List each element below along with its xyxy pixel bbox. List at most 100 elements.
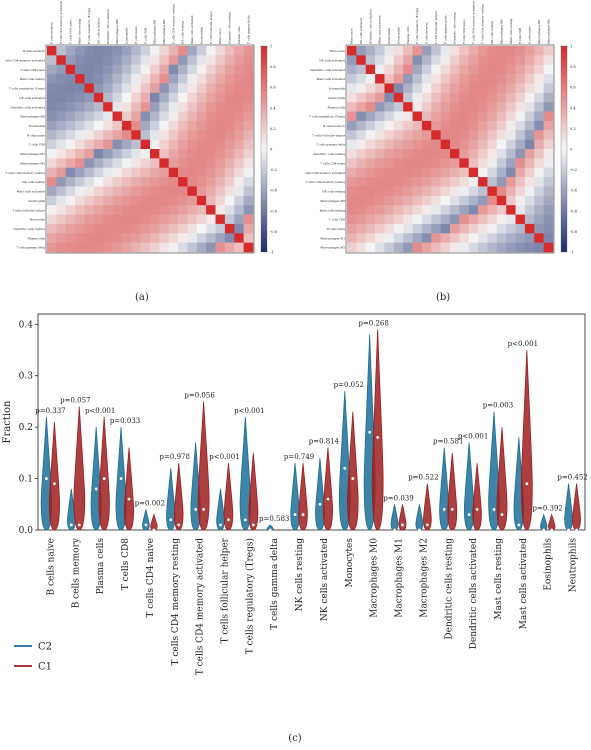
c1-cell <box>234 46 244 56</box>
c1-col-label: Dendritic cells activated <box>106 9 110 44</box>
c2-cell <box>450 195 460 206</box>
c1-cell <box>178 223 188 234</box>
c2-cell <box>384 111 395 122</box>
c2-cell <box>375 74 385 84</box>
c2-cell <box>496 186 507 197</box>
c2-cell <box>431 214 441 225</box>
c2-cell <box>515 74 526 84</box>
c1-cell <box>84 223 95 234</box>
violin-c1-median <box>550 528 554 532</box>
c1-cell <box>93 139 104 150</box>
c1-cell <box>224 223 235 234</box>
c1-cell <box>65 64 76 75</box>
c1-frame <box>45 44 255 254</box>
c1-cell <box>187 233 198 243</box>
c1-cell <box>168 55 179 66</box>
c2-cell <box>487 233 498 243</box>
c1-cell <box>56 177 67 187</box>
x-tick-label: NK cells activated <box>320 538 330 621</box>
c2-cell <box>496 139 507 150</box>
c1-cell <box>56 233 67 243</box>
c2-cell <box>440 223 451 234</box>
c1-cell <box>206 130 216 140</box>
violin-c1 <box>572 483 581 531</box>
violin-c1 <box>398 504 407 531</box>
c2-cell <box>524 205 535 215</box>
violin-c2-median <box>368 430 372 434</box>
c1-cell <box>103 111 113 122</box>
c1-cell <box>215 158 226 169</box>
c2-col-label: T cells CD4 memory activated <box>471 1 475 44</box>
c1-col-label: Monocytes <box>218 28 222 44</box>
c1-cell <box>121 55 132 66</box>
c2-cell <box>365 120 376 131</box>
c1-cell <box>84 167 95 178</box>
x-tick-label: Plasma cells <box>96 538 106 595</box>
c2-cell <box>384 130 395 140</box>
c2-col-label: Mast cells activated <box>378 15 382 44</box>
c1-cell <box>65 223 76 234</box>
c2-cell <box>365 158 376 169</box>
c2-cell <box>393 139 404 150</box>
c2-cell <box>347 195 357 206</box>
c2-cell <box>534 102 544 112</box>
c1-cell <box>206 46 216 56</box>
c1-cell <box>243 111 254 122</box>
c1-cell <box>75 46 85 56</box>
c2-cell <box>450 46 460 56</box>
c2-cell <box>440 120 451 131</box>
c1-cell <box>84 233 95 243</box>
c1-cell <box>196 205 207 215</box>
c1-cell <box>234 139 244 150</box>
c2-col-label: Eosinophils <box>387 27 391 44</box>
c1-cell <box>178 111 188 122</box>
c2-colorbar-tick: -0.8 <box>570 230 578 234</box>
c1-cell <box>84 64 95 75</box>
c1-cell <box>196 233 207 243</box>
c1-col-label: T cells CD4 memory activated <box>59 1 63 44</box>
c1-cell <box>93 186 104 197</box>
c2-cell <box>478 55 488 66</box>
c1-cell <box>103 149 113 159</box>
c1-cell <box>103 83 113 94</box>
c2-cell <box>450 92 460 103</box>
c2-cell <box>506 74 516 84</box>
c2-cell <box>459 120 470 131</box>
heatmap-c1-svg: B cells memory B cells memory T cells CD4 … <box>2 1 277 285</box>
c2-cell <box>524 130 535 140</box>
c1-cell <box>47 214 57 225</box>
c2-cell <box>431 177 441 187</box>
violin-c1-median <box>376 436 380 439</box>
c2-row-label: Dendritic cells resting <box>313 152 345 156</box>
c2-cell <box>459 149 470 159</box>
c1-cell <box>140 223 151 234</box>
violin-c1-median <box>127 497 131 501</box>
c1-cell <box>47 102 57 112</box>
c1-cell <box>84 139 95 150</box>
violin-c2 <box>463 442 475 531</box>
c1-row-label: Macrophages M2 <box>20 161 45 165</box>
c2-cell <box>440 167 451 178</box>
c1-cell <box>178 83 188 94</box>
c2-cell <box>496 233 507 243</box>
violin-c2 <box>415 504 424 531</box>
c2-cell <box>403 214 413 225</box>
c2-cell <box>543 139 554 150</box>
c2-col-label: B cells naive <box>528 26 532 44</box>
c2-cell <box>543 111 554 122</box>
c2-col-label: T cells CD4 memory resting <box>481 4 485 44</box>
x-tick-label: Monocytes <box>345 538 355 588</box>
c2-row-label: Plasma cells <box>327 105 345 109</box>
c1-cell <box>121 64 132 75</box>
c2-cell <box>347 205 357 215</box>
violin-c1-median <box>77 523 81 527</box>
c2-cell <box>506 55 516 66</box>
c2-cell <box>496 158 507 169</box>
y-tick-label: 0.3 <box>19 372 34 382</box>
c1-cell <box>215 64 226 75</box>
c1-cell <box>206 242 216 253</box>
c2-cell <box>468 223 479 234</box>
c2-cell <box>459 177 470 187</box>
c2-cell <box>515 214 526 225</box>
c1-cell <box>196 120 207 131</box>
